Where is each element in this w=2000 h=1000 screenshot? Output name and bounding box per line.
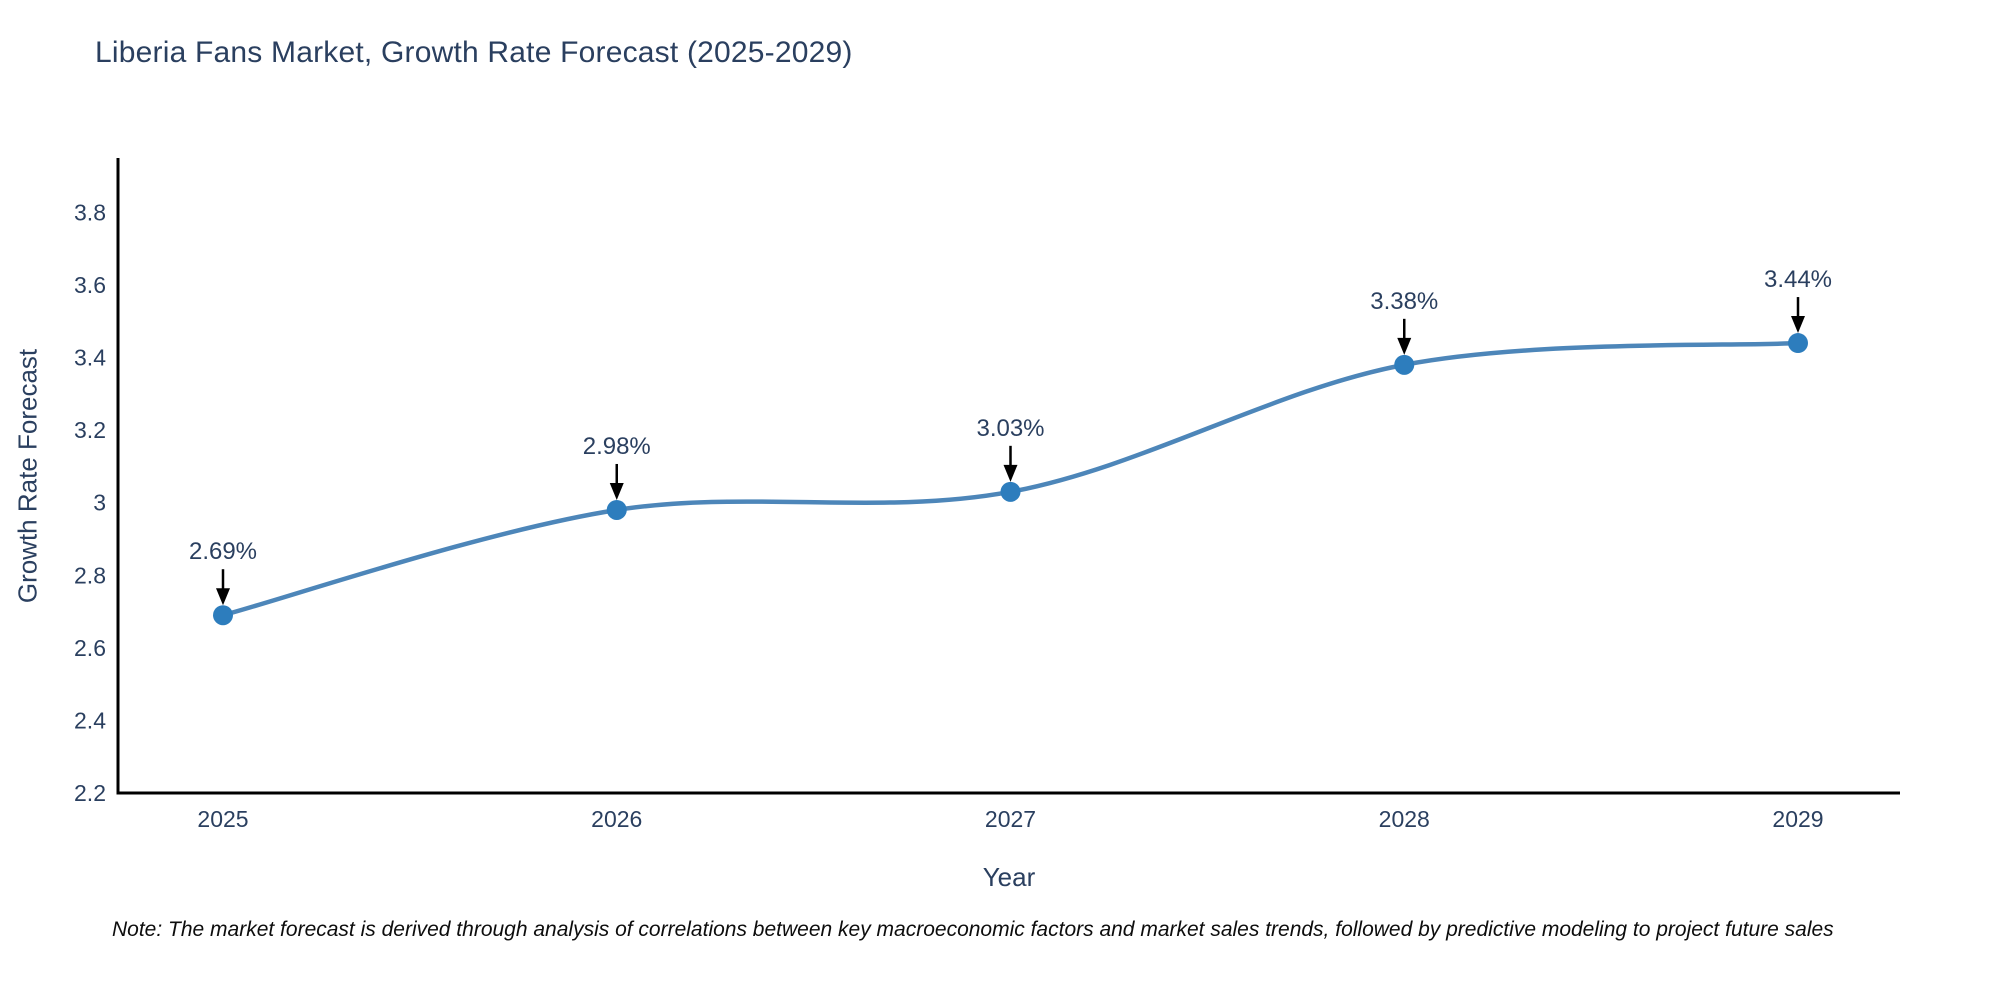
x-axis-title: Year (982, 862, 1036, 892)
annotation-arrowhead (1003, 464, 1018, 482)
y-tick-label: 2.2 (74, 780, 106, 806)
data-point-marker (213, 605, 233, 626)
data-label: 2.69% (189, 538, 257, 565)
data-point-marker (1788, 333, 1808, 354)
data-point-marker (1394, 354, 1415, 375)
x-tick-label: 2029 (1772, 806, 1823, 832)
data-label: 3.44% (1764, 266, 1832, 293)
x-tick-label: 2026 (591, 806, 642, 832)
y-tick-label: 3.4 (74, 345, 106, 371)
data-point-marker (1000, 481, 1021, 502)
annotation-arrowhead (609, 482, 624, 500)
x-tick-label: 2025 (197, 806, 248, 832)
axis-lines (116, 158, 1900, 795)
data-label: 2.98% (583, 433, 651, 460)
y-axis-title: Growth Rate Forecast (12, 348, 43, 604)
x-tick-label: 2027 (985, 806, 1036, 832)
annotation-arrowhead (1397, 337, 1412, 355)
data-point-marker (606, 499, 627, 520)
y-tick-label: 2.4 (74, 707, 106, 733)
annotation-arrowhead (1791, 316, 1805, 334)
x-tick-label: 2028 (1379, 806, 1430, 832)
y-tick-label: 3 (93, 490, 106, 516)
y-tick-label: 3.6 (74, 272, 106, 298)
y-tick-label: 2.8 (74, 562, 106, 588)
chart-title: Liberia Fans Market, Growth Rate Forecas… (95, 36, 853, 69)
data-label: 3.38% (1370, 288, 1438, 315)
y-tick-label: 2.6 (74, 635, 106, 661)
annotation-arrowhead (216, 588, 230, 606)
y-tick-label: 3.8 (74, 199, 106, 225)
y-tick-label: 3.2 (74, 417, 106, 443)
footnote: Note: The market forecast is derived thr… (112, 918, 1834, 941)
data-label: 3.03% (976, 415, 1044, 442)
